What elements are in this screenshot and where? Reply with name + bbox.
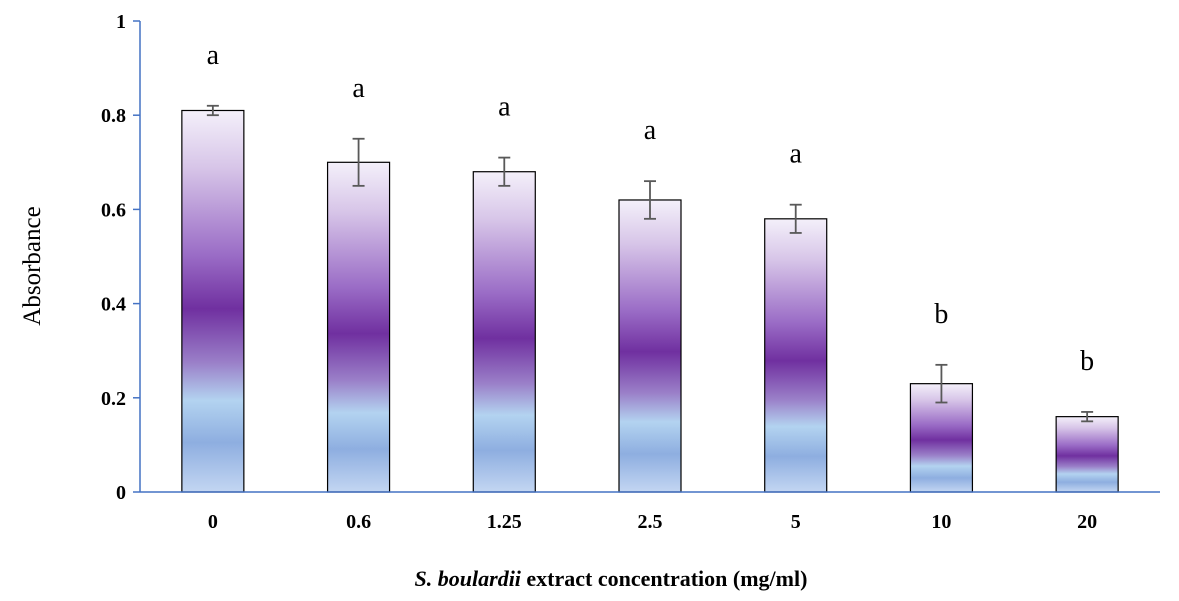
significance-label-10: b — [934, 299, 948, 330]
x-ticks-group: 0 0.6 1.25 2.5 5 10 20 — [208, 511, 1097, 533]
bar-1.25 — [472, 171, 536, 493]
x-axis-label-rest: extract concentration (mg/ml) — [521, 566, 808, 591]
error-bar-0.6 — [352, 137, 365, 187]
bar-0 — [181, 109, 245, 493]
error-bar-0 — [206, 104, 219, 117]
bars-group — [181, 109, 1119, 493]
axes-group — [139, 21, 1160, 493]
x-tick-label-1.25: 1.25 — [487, 511, 522, 533]
y-tick-label: 0 — [116, 482, 126, 504]
x-tick-label-0: 0 — [208, 511, 218, 533]
bar-20 — [1055, 416, 1119, 493]
x-tick-label-2.5: 2.5 — [638, 511, 663, 533]
x-tick-label-20: 20 — [1077, 511, 1097, 533]
y-tick-label: 0.6 — [101, 199, 126, 221]
y-tick-label: 0.2 — [101, 388, 126, 410]
error-bar-5 — [789, 203, 802, 234]
significance-labels-group: a a a a a b b — [207, 40, 1095, 377]
significance-label-1.25: a — [498, 92, 511, 123]
significance-label-2.5: a — [644, 115, 657, 146]
significance-label-5: a — [789, 139, 802, 170]
error-bar-1.25 — [498, 156, 511, 187]
y-ticks-group: 0 0.2 0.4 0.6 0.8 1 — [101, 11, 140, 504]
y-axis-title: Absorbance — [19, 206, 46, 325]
y-tick-label: 0.4 — [101, 294, 126, 316]
x-tick-label-5: 5 — [791, 511, 801, 533]
x-axis-label: S. boulardii extract concentration (mg/m… — [415, 566, 808, 591]
bar-5 — [764, 218, 828, 493]
x-tick-label-0.6: 0.6 — [346, 511, 371, 533]
significance-label-0.6: a — [352, 73, 365, 104]
y-tick-label: 0.8 — [101, 105, 126, 127]
significance-label-0: a — [207, 40, 220, 71]
error-bar-2.5 — [644, 180, 656, 220]
error-bars-group — [206, 104, 1094, 423]
error-bar-10 — [935, 363, 948, 404]
y-axis-label: Absorbance — [19, 206, 46, 325]
error-bar-20 — [1081, 411, 1094, 423]
y-tick-label: 1 — [116, 11, 126, 33]
bar-0.6 — [326, 161, 391, 493]
significance-label-20: b — [1080, 346, 1094, 377]
x-tick-label-10: 10 — [931, 511, 951, 533]
x-axis-label-italic: S. boulardii — [415, 566, 522, 591]
bar-2.5 — [618, 199, 682, 493]
